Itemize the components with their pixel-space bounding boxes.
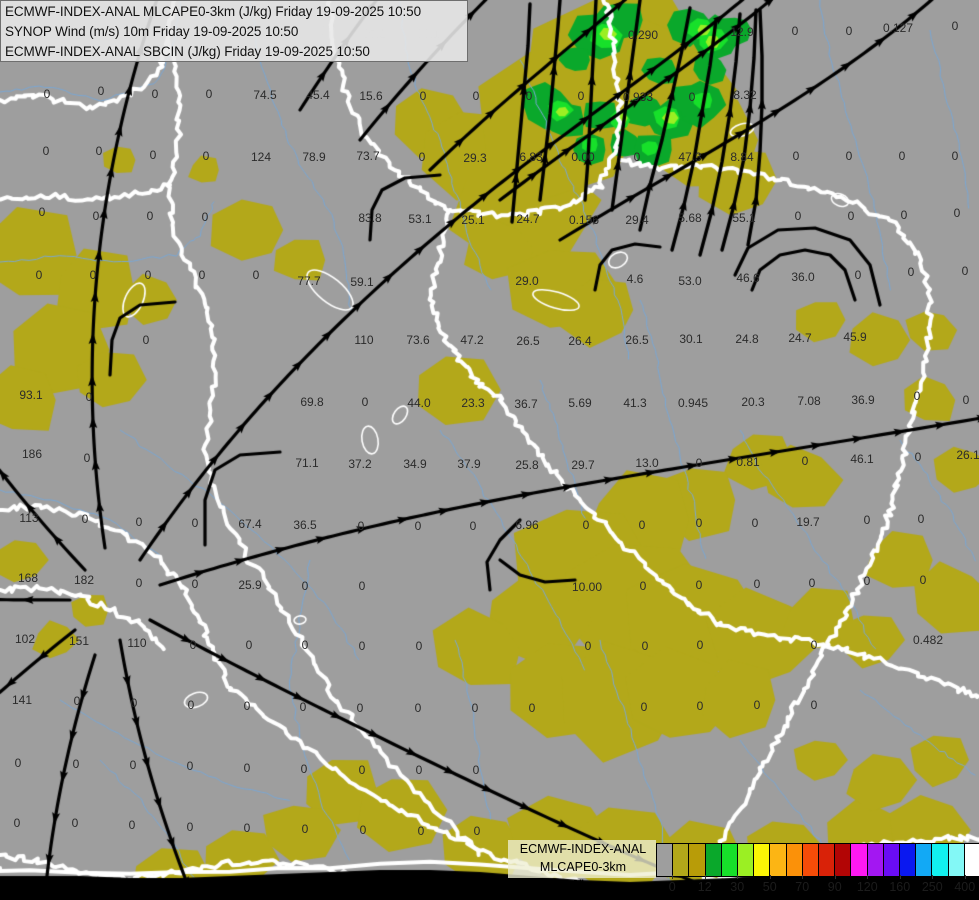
legend-swatch-16[interactable] bbox=[916, 844, 933, 876]
legend-tick-12: 12 bbox=[697, 880, 712, 894]
legend-swatch-14[interactable] bbox=[883, 844, 901, 876]
legend-swatch-11[interactable] bbox=[835, 844, 852, 876]
colorbar-legend: ECMWF-INDEX-ANAL MLCAPE0-3km J/kg 0 12 30 5… bbox=[508, 840, 979, 900]
product-header-box: ECMWF-INDEX-ANAL MLCAPE0-3km (J/kg) Frid… bbox=[0, 0, 468, 62]
legend-tickmark-30 bbox=[737, 875, 739, 879]
legend-swatch-4[interactable] bbox=[721, 844, 739, 876]
legend-swatch-13[interactable] bbox=[867, 844, 884, 876]
legend-swatch-15[interactable] bbox=[900, 844, 917, 876]
legend-tick-250: 250 bbox=[921, 880, 943, 894]
legend-tickmark-0 bbox=[672, 875, 674, 879]
legend-tick-90: 90 bbox=[827, 880, 842, 894]
legend-tickmark-70 bbox=[802, 875, 804, 879]
legend-tick-30: 30 bbox=[730, 880, 745, 894]
legend-tick-400: 400 bbox=[954, 880, 976, 894]
legend-tick-120: 120 bbox=[856, 880, 878, 894]
legend-tick-0: 0 bbox=[668, 880, 676, 894]
legend-tickmark-120 bbox=[867, 875, 869, 879]
legend-swatch-1[interactable] bbox=[673, 844, 690, 876]
legend-tickmark-90 bbox=[834, 875, 836, 879]
legend-swatch-0[interactable] bbox=[657, 844, 674, 876]
legend-tickmark-400 bbox=[964, 875, 966, 879]
legend-tick-50: 50 bbox=[762, 880, 777, 894]
legend-swatch-10[interactable] bbox=[819, 844, 836, 876]
header-line-synop-wind: SYNOP Wind (m/s) 10m Friday 19-09-2025 1… bbox=[5, 24, 299, 39]
legend-swatch-7[interactable] bbox=[770, 844, 787, 876]
legend-text-backdrop bbox=[508, 840, 656, 878]
legend-swatch-8[interactable] bbox=[786, 844, 803, 876]
header-line-mlcape: ECMWF-INDEX-ANAL MLCAPE0-3km (J/kg) Frid… bbox=[5, 4, 421, 19]
legend-swatch-9[interactable] bbox=[802, 844, 820, 876]
legend-tickmark-50 bbox=[769, 875, 771, 879]
legend-swatch-2[interactable] bbox=[689, 844, 706, 876]
legend-field-name: MLCAPE0-3km bbox=[539, 860, 627, 874]
legend-tickmark-160 bbox=[899, 875, 901, 879]
legend-swatch-6[interactable] bbox=[754, 844, 771, 876]
legend-swatch-12[interactable] bbox=[851, 844, 868, 876]
legend-swatch-19[interactable] bbox=[964, 844, 979, 876]
legend-titles: ECMWF-INDEX-ANAL MLCAPE0-3km J/kg bbox=[508, 840, 658, 896]
legend-swatch-18[interactable] bbox=[948, 844, 965, 876]
legend-swatch-3[interactable] bbox=[705, 844, 722, 876]
legend-tickmark-12 bbox=[704, 875, 706, 879]
legend-swatch-17[interactable] bbox=[932, 844, 949, 876]
legend-tick-160: 160 bbox=[889, 880, 911, 894]
legend-swatch-5[interactable] bbox=[738, 844, 755, 876]
legend-swatch-strip[interactable] bbox=[656, 843, 979, 877]
legend-tick-labels: 0 12 30 50 70 90 120 160 250 400 bbox=[656, 875, 979, 898]
legend-unit: J/kg bbox=[571, 878, 595, 892]
header-line-sbcin: ECMWF-INDEX-ANAL SBCIN (J/kg) Friday 19-… bbox=[5, 44, 370, 59]
legend-tick-70: 70 bbox=[795, 880, 810, 894]
legend-tickmark-250 bbox=[932, 875, 934, 879]
legend-model-name: ECMWF-INDEX-ANAL bbox=[519, 842, 647, 856]
